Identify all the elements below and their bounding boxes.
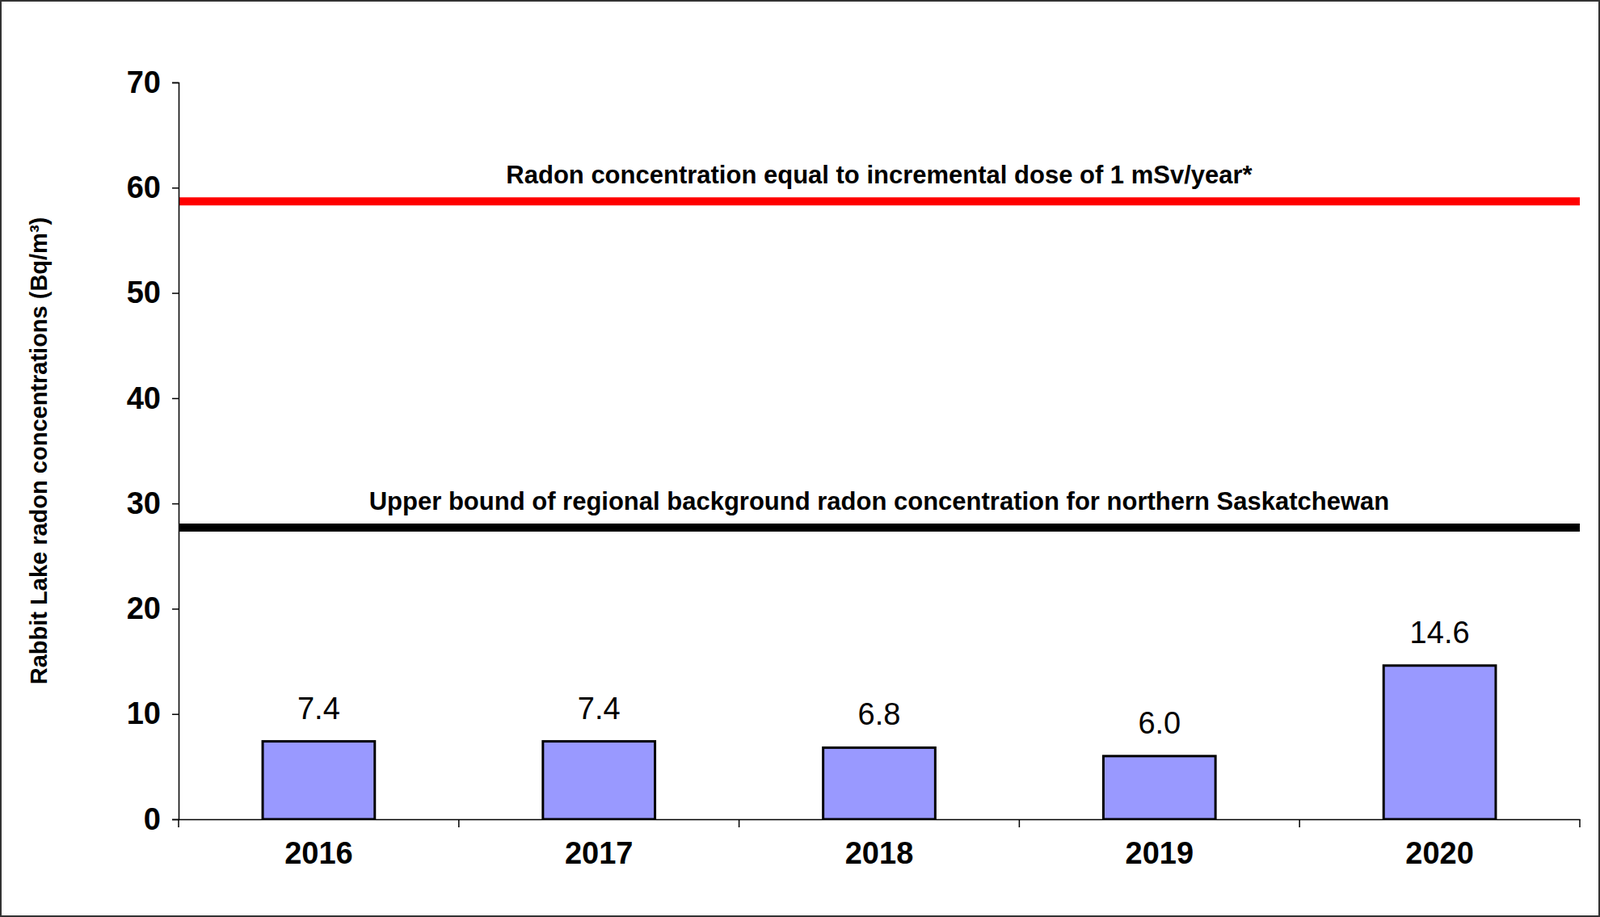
- y-tick-mark: [172, 608, 179, 611]
- category-separator: [738, 819, 741, 828]
- category-separator: [1298, 819, 1301, 828]
- x-tick: 2018: [845, 819, 914, 871]
- y-tick: 20: [126, 591, 179, 626]
- bar: [262, 741, 375, 820]
- bar: [1383, 665, 1496, 820]
- y-tick-mark: [172, 82, 179, 85]
- y-tick-label: 70: [126, 65, 161, 100]
- x-tick-label: 2017: [564, 836, 634, 871]
- bar: [1103, 756, 1216, 820]
- data-label: 6.8: [858, 697, 902, 732]
- plot: 010203040506070201620172018201920207.47.…: [126, 65, 1581, 871]
- y-tick: 60: [126, 170, 179, 205]
- y-tick: 10: [126, 696, 179, 731]
- data-label: 14.6: [1410, 615, 1470, 650]
- y-tick: 40: [126, 381, 179, 416]
- annotation: Radon concentration equal to incremental…: [505, 160, 1253, 190]
- y-tick: 0: [143, 802, 179, 837]
- y-tick-label: 10: [126, 696, 161, 731]
- data-label: 7.4: [297, 691, 341, 726]
- category-separators: [178, 819, 1580, 828]
- y-tick-label: 60: [126, 170, 161, 205]
- y-tick-label: 40: [126, 381, 161, 416]
- y-tick-label: 0: [143, 802, 161, 837]
- y-tick-label: 20: [126, 591, 161, 626]
- y-axis-title: Rabbit Lake radon concentrations (Bq/m³): [25, 217, 52, 685]
- marks: [178, 201, 1580, 820]
- y-tick-mark: [172, 187, 179, 190]
- y-tick-mark: [172, 503, 179, 506]
- y-tick-mark: [172, 398, 179, 400]
- y-tick-mark: [172, 819, 179, 822]
- y-tick: 50: [126, 275, 179, 310]
- y-tick-label: 30: [126, 486, 161, 521]
- data-labels: 7.4 7.4 6.8 6.0 14.6: [297, 615, 1470, 741]
- bar: [823, 747, 936, 820]
- y-axis: 0 10 20 30 40 50 60 70: [126, 65, 180, 837]
- x-tick: 2019: [1125, 819, 1195, 871]
- bar: [543, 741, 656, 820]
- x-tick-label: 2016: [284, 836, 354, 871]
- x-tick-label: 2018: [845, 836, 914, 871]
- y-tick-mark: [172, 292, 179, 295]
- y-tick-label: 50: [126, 275, 161, 310]
- y-tick-mark: [172, 713, 179, 716]
- y-tick: 30: [126, 486, 179, 521]
- x-tick: 2017: [564, 819, 634, 871]
- reference-line: [178, 523, 1580, 532]
- category-separator: [1018, 819, 1021, 828]
- data-label: 6.0: [1137, 706, 1181, 741]
- y-axis-line: [172, 83, 180, 821]
- reference-line: [178, 197, 1580, 206]
- data-label: 7.4: [577, 691, 621, 726]
- category-separator: [458, 819, 460, 828]
- category-separator: [1578, 819, 1581, 828]
- x-tick: 2020: [1405, 819, 1474, 871]
- x-tick: 2016: [284, 819, 354, 871]
- x-tick-label: 2020: [1405, 836, 1474, 871]
- frame: [0, 0, 1600, 917]
- x-axis-line: [179, 819, 1581, 822]
- annotation: Upper bound of regional background radon…: [369, 487, 1390, 516]
- category-separator: [177, 819, 180, 828]
- x-axis: 2016 2017 2018 2019 2020: [179, 819, 1581, 871]
- chart: 010203040506070201620172018201920207.47.…: [0, 0, 1600, 917]
- x-tick-label: 2019: [1125, 836, 1195, 871]
- y-tick: 70: [126, 65, 179, 100]
